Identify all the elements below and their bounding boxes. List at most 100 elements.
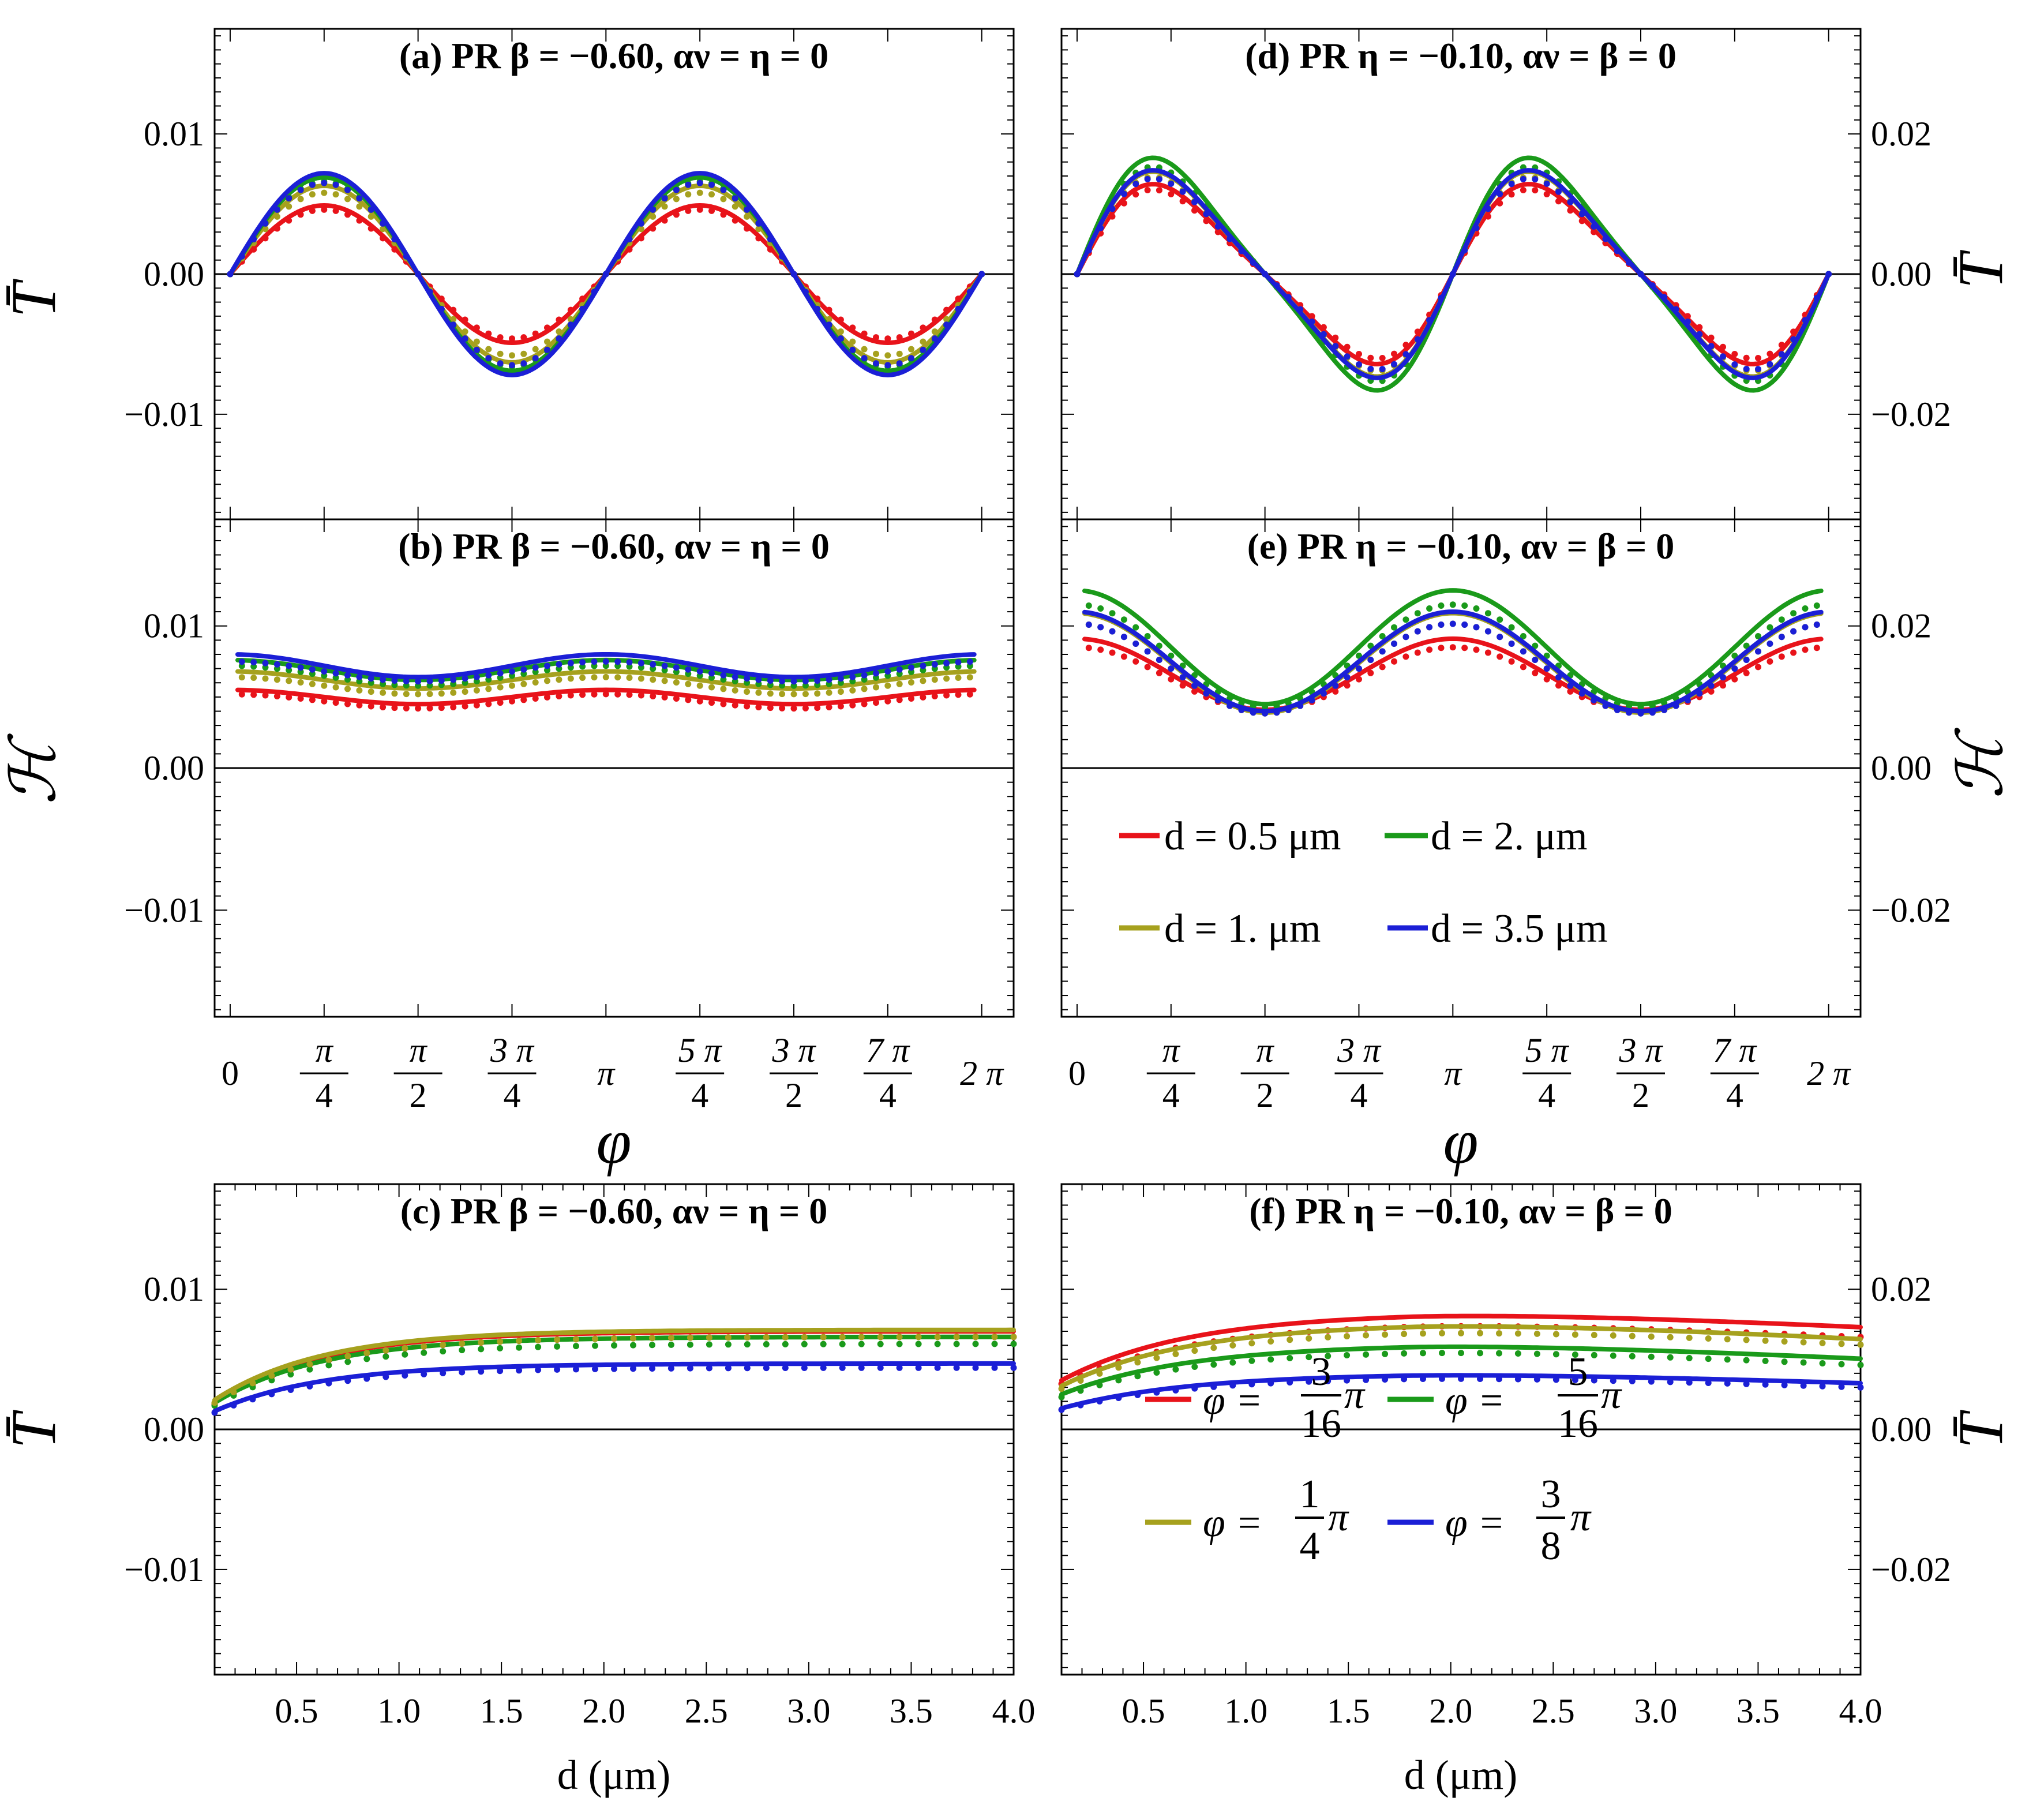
series-point-blue [426,289,433,295]
d-tick-label: 2.0 [1429,1692,1472,1730]
series-point-red [1720,343,1726,350]
series-point-red [861,701,868,707]
series-point-red [614,691,621,698]
series-point-olive [908,346,914,353]
series-point-green [382,1353,389,1360]
series-point-blue [591,289,598,295]
series-point-blue [1273,709,1280,716]
series-point-blue [344,186,351,193]
d-tick-labels-left: 0.5 1.0 1.5 2.0 2.5 3.0 3.5 4.0 [275,1692,1036,1730]
series-point-blue [1074,271,1081,278]
series-point-red [1214,229,1221,235]
series-point-olive [450,689,457,696]
series-point-blue [1591,1377,1597,1384]
panel-e-curves [1082,588,1824,717]
series-point-olive [763,1334,770,1341]
series-point-blue [1813,294,1820,301]
series-point-green [1058,1394,1065,1401]
series-point-blue [1273,282,1280,289]
series-point-olive [649,1335,655,1342]
series-point-green [1172,1366,1179,1373]
series-point-green [1610,1352,1617,1359]
series-point-olive [363,1350,370,1356]
series-point-olive [720,196,727,203]
series-point-red [779,705,786,712]
series-point-olive [1344,1333,1351,1340]
series-point-red [708,699,715,706]
series-line-olive [235,669,977,691]
series-point-red [790,705,797,712]
d-tick-label: 1.0 [377,1692,421,1730]
series-point-blue [1168,665,1175,672]
series-point-blue [450,676,457,683]
x-axis-label-d-left: d (μm) [557,1752,671,1798]
series-point-blue [1287,1379,1293,1386]
d-tick-label: 4.0 [992,1692,1036,1730]
series-point-green [1778,616,1785,623]
series-point-red [755,235,762,242]
series-point-blue [544,662,550,669]
series-point-green [1379,633,1386,639]
series-point-green [1438,602,1445,609]
series-point-blue [1819,1383,1826,1390]
series-point-green [1802,605,1809,612]
series-point-blue [896,1364,903,1371]
series-point-olive [630,1335,636,1342]
series-point-olive [1686,1334,1693,1341]
series-point-olive [837,328,844,335]
phi-tick-num: 7 π [1713,1031,1757,1069]
series-point-red [356,702,363,709]
series-point-green [1591,1351,1597,1358]
series-point-blue [273,661,280,668]
series-point-red [497,334,504,341]
phi-tick-num: 5 π [678,1031,723,1069]
series-point-blue [1109,628,1116,635]
series-point-red [955,691,962,698]
series-point-olive [732,687,738,694]
series-point-green [1629,1353,1636,1360]
series-point-red [920,694,927,701]
series-point-blue [1297,702,1304,709]
series-point-blue [485,672,492,679]
series-point-red [1320,324,1327,331]
series-point-green [402,1351,408,1358]
series-point-olive [849,687,856,694]
series-point-red [532,330,539,337]
series-point-blue [1602,702,1609,709]
series-point-red [273,225,280,232]
series-point-olive [637,226,644,233]
series-point-red [1367,669,1374,676]
series-point-blue [1686,1379,1693,1386]
series-point-blue [650,661,657,668]
phi-tick-num: π [1257,1031,1275,1069]
series-point-blue [661,195,668,202]
series-point-red [1743,669,1750,676]
series-point-green [459,1347,466,1354]
series-point-blue [309,181,316,188]
series-point-red [1790,328,1797,335]
series-point-olive [849,338,856,345]
legend-d: d = 0.5 μm d = 2. μm d = 1. μm d = 3.5 μ… [1119,814,1607,951]
series-point-olive [567,675,574,682]
series-point-green [1115,1377,1122,1384]
series-point-red [250,691,257,698]
series-point-blue [268,1391,275,1398]
series-point-olive [858,1334,865,1341]
series-point-red [708,207,715,214]
series-point-blue [1285,294,1292,301]
series-point-red [273,693,280,699]
series-point-olive [556,328,562,335]
series-point-olive [661,203,668,210]
series-point-blue [591,658,598,665]
legend-d-label-2: d = 1. μm [1164,907,1321,951]
series-point-blue [1458,1375,1464,1382]
series-point-olive [767,690,774,697]
series-point-blue [908,355,914,362]
series-point-red [367,225,374,232]
series-point-blue [1813,621,1820,628]
series-point-blue [520,360,527,367]
series-point-red [391,705,398,712]
series-point-blue [1449,271,1456,278]
series-point-green [858,1341,865,1347]
series-point-blue [1672,702,1679,709]
